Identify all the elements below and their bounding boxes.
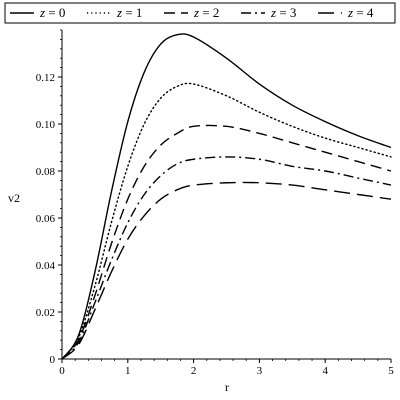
legend-label-2: z = 2 — [193, 5, 219, 20]
y-tick-label-6: 0.12 — [36, 72, 55, 84]
series-line-0 — [61, 33, 392, 360]
x-tick-label-5: 5 — [388, 365, 394, 377]
series-group — [61, 33, 392, 360]
series-line-3 — [61, 156, 392, 360]
legend-label-3: z = 3 — [270, 5, 296, 20]
y-tick-label-0: 0 — [50, 354, 56, 366]
x-tick-label-2: 2 — [191, 365, 197, 377]
legend: z = 0 z = 1 z = 2 z = 3 z = 4 — [10, 5, 374, 20]
x-axis-label: r — [225, 380, 229, 394]
x-tick-label-0: 0 — [59, 365, 65, 377]
series-line-1 — [61, 82, 392, 360]
series-line-4 — [61, 181, 392, 360]
x-tick-label-1: 1 — [125, 365, 131, 377]
legend-label-1: z = 1 — [116, 5, 142, 20]
y-tick-label-1: 0.02 — [36, 307, 55, 319]
axes — [61, 30, 391, 360]
y-ticks: 0 0.02 0.04 0.06 0.08 0.10 0.12 — [36, 29, 62, 366]
legend-label-0: z = 0 — [39, 5, 65, 20]
y-tick-label-2: 0.04 — [36, 260, 56, 272]
legend-label-4: z = 4 — [347, 5, 374, 20]
y-tick-label-5: 0.10 — [36, 119, 56, 131]
y-axis-label: v2 — [8, 191, 20, 205]
y-tick-label-4: 0.08 — [36, 166, 56, 178]
x-tick-label-3: 3 — [257, 365, 263, 377]
x-ticks: 0 1 2 3 4 5 — [59, 359, 394, 377]
series-line-2 — [61, 124, 392, 360]
y-tick-label-3: 0.06 — [36, 213, 56, 225]
legend-box — [4, 2, 396, 24]
x-tick-label-4: 4 — [322, 365, 328, 377]
